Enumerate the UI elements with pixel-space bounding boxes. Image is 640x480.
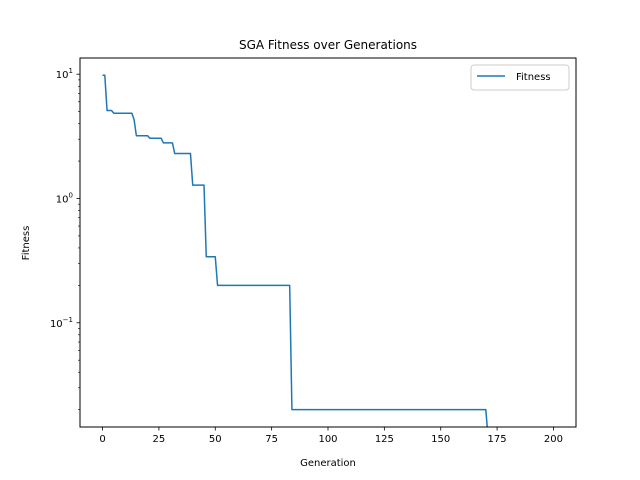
y-tick-label: 101	[56, 67, 73, 81]
x-tick-label: 100	[318, 434, 337, 445]
plot-area	[102, 74, 488, 427]
x-tick-label: 125	[375, 434, 394, 445]
legend-box	[470, 64, 570, 91]
chart-title: SGA Fitness over Generations	[239, 38, 417, 52]
y-tick-label: 10−1	[50, 316, 73, 330]
x-tick-label: 25	[153, 434, 166, 445]
y-tick-label: 100	[56, 191, 73, 205]
x-tick-label: 50	[209, 434, 222, 445]
x-axis: 0 25 50 75 100 125 150 175 200	[99, 427, 563, 445]
x-tick-label: 200	[544, 434, 563, 445]
y-axis-label: Fitness	[21, 226, 32, 261]
series-line-fitness	[102, 74, 488, 427]
x-tick-label: 175	[488, 434, 507, 445]
y-axis: 10−1 100 101	[50, 67, 80, 410]
legend: Fitness	[470, 64, 570, 91]
x-axis-label: Generation	[300, 458, 356, 469]
x-tick-label: 150	[431, 434, 450, 445]
legend-label-fitness: Fitness	[516, 72, 551, 83]
x-tick-label: 75	[265, 434, 278, 445]
x-tick-label: 0	[99, 434, 105, 445]
